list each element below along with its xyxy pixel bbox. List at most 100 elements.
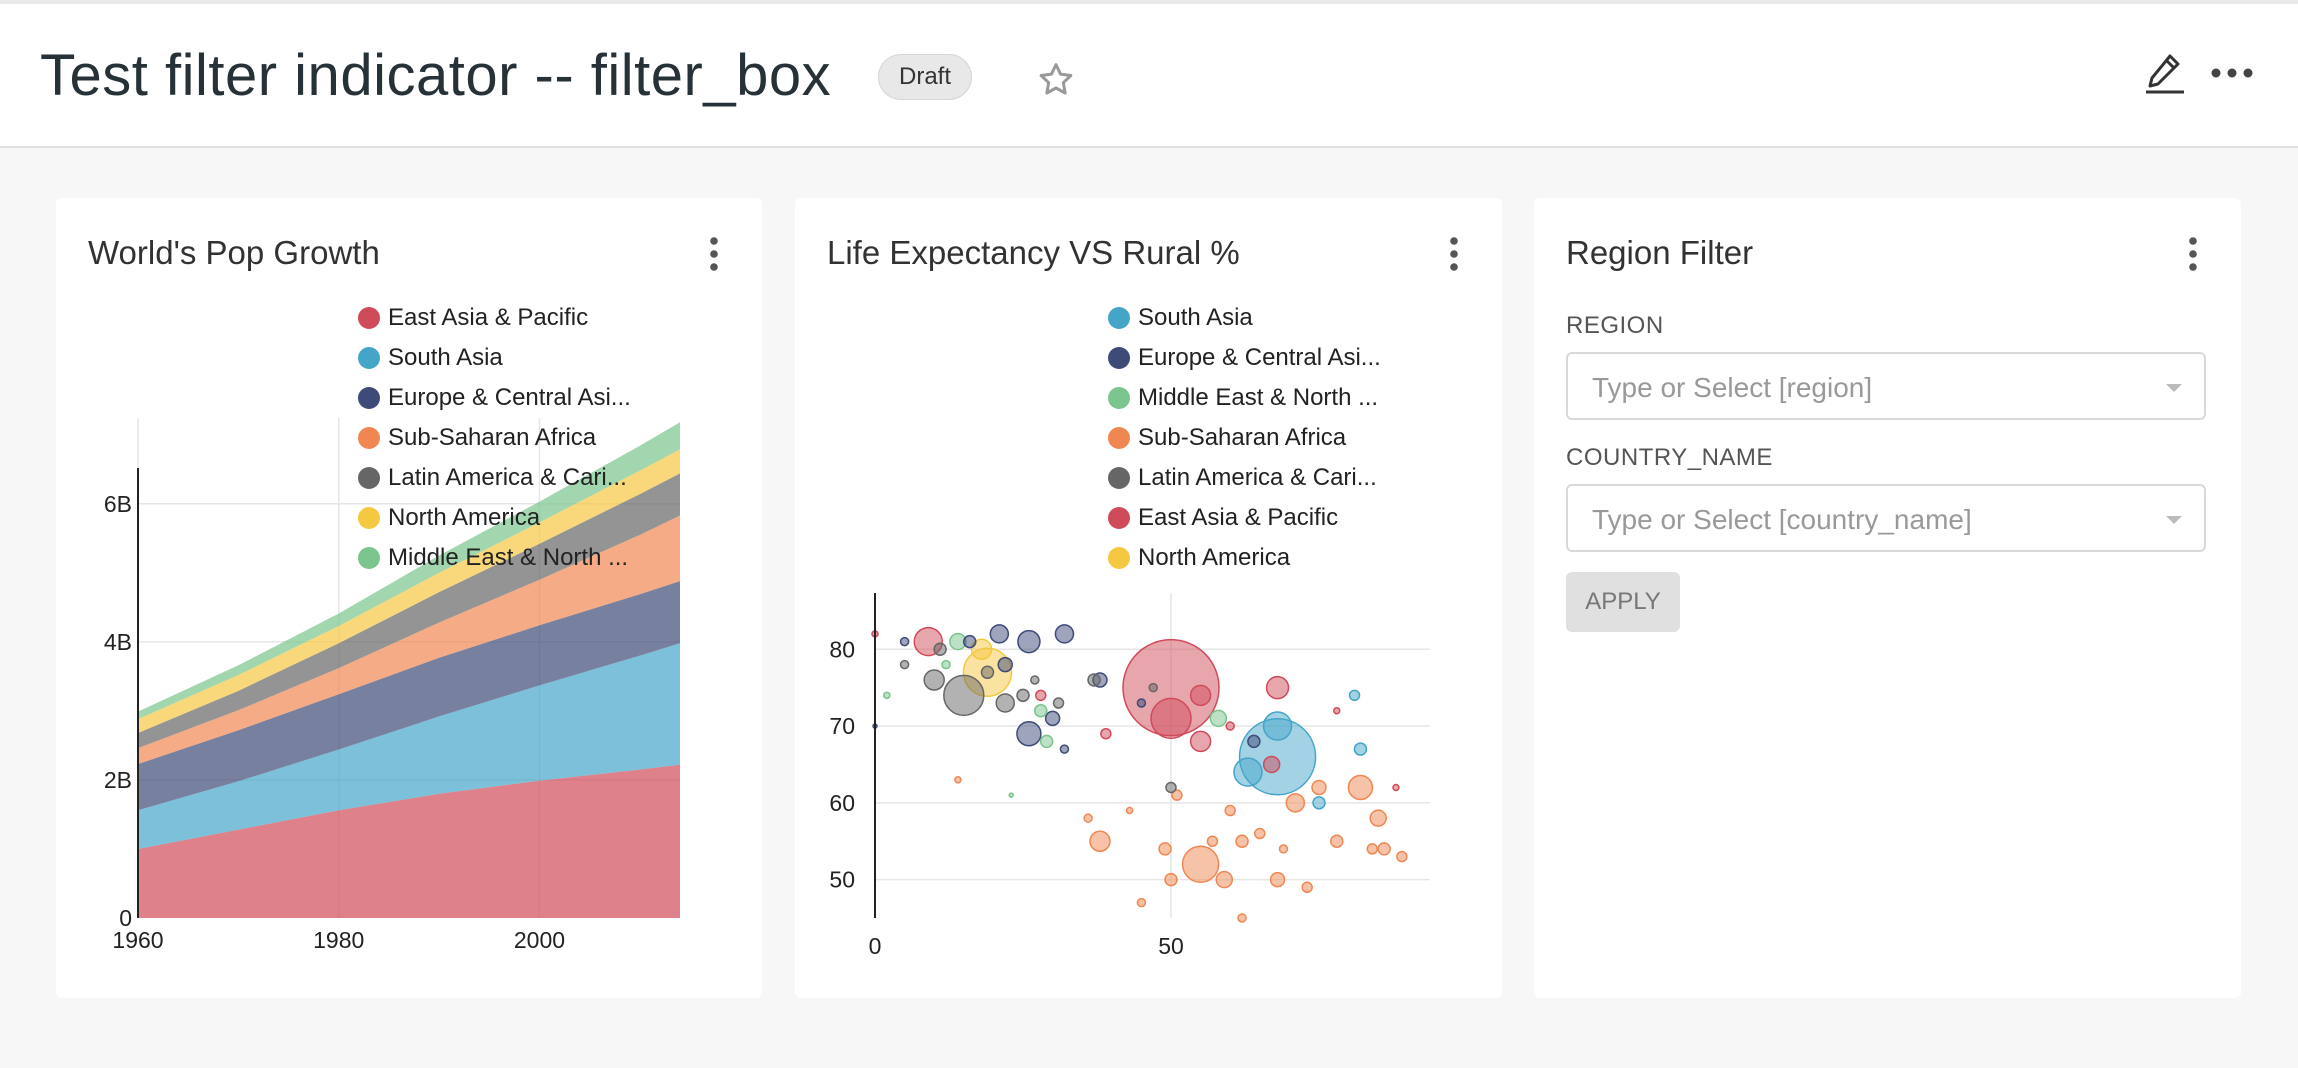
chevron-down-icon[interactable] [2166, 384, 2182, 392]
area-legend-item[interactable]: South Asia [358, 338, 631, 378]
bubble-middle-east-north-africa [1209, 709, 1228, 728]
legend-dot [358, 467, 380, 489]
bubble-sub-saharan-africa [1215, 870, 1234, 889]
y-tick-label: 70 [829, 713, 855, 739]
bubble-legend-item[interactable]: South Asia [1108, 298, 1381, 338]
bubble-legend: South Asia Europe & Central Asi... Middle … [1108, 298, 1381, 578]
bubble-north-america [970, 638, 993, 661]
bubble-east-asia-pacific [1333, 706, 1341, 715]
y-tick-label: 4B [104, 629, 132, 655]
area-legend-item[interactable]: East Asia & Pacific [358, 298, 631, 338]
bubble-europe-central-asia [1247, 734, 1261, 749]
bubble-europe-central-asia [989, 624, 1010, 644]
bubble-europe-central-asia [997, 656, 1013, 673]
legend-dot [358, 427, 380, 449]
legend-dot [358, 347, 380, 369]
country-name-select[interactable]: Type or Select [country_name] [1566, 484, 2206, 552]
bubble-legend-item[interactable]: Middle East & North ... [1108, 378, 1381, 418]
legend-dot [1108, 387, 1130, 409]
x-tick-label: 50 [1158, 933, 1184, 959]
bubble-middle-east-north-africa [1034, 703, 1048, 718]
bubble-sub-saharan-africa [1311, 779, 1327, 796]
bubble-latin-america-caribbean [980, 665, 995, 680]
more-vertical-icon[interactable] [1444, 234, 1464, 274]
bubble-sub-saharan-africa [1125, 806, 1134, 815]
y-tick-label: 50 [829, 867, 855, 893]
star-icon[interactable] [1036, 60, 1076, 100]
bubble-east-asia-pacific [1035, 689, 1047, 702]
more-horizontal-icon[interactable] [2210, 60, 2254, 86]
region-placeholder: Type or Select [region] [1592, 372, 1873, 403]
bubble-legend-item[interactable]: Latin America & Cari... [1108, 458, 1381, 498]
top-border [0, 0, 2298, 4]
area-legend-item[interactable]: Sub-Saharan Africa [358, 418, 631, 458]
y-tick-label: 0 [119, 905, 132, 931]
bubble-sub-saharan-africa [1285, 793, 1306, 813]
legend-dot [358, 507, 380, 529]
legend-dot [1108, 547, 1130, 569]
bubble-sub-saharan-africa [1089, 830, 1111, 852]
bubble-middle-east-north-africa [1039, 734, 1054, 749]
pop-growth-card: World's Pop Growth 0 2B 4B 6B 1960 1980 2000 E… [56, 198, 762, 998]
region-filter-title: Region Filter [1566, 234, 1754, 271]
bubble-sub-saharan-africa [1330, 834, 1344, 848]
bubble-latin-america-caribbean [899, 659, 910, 670]
bubble-south-asia [1348, 689, 1361, 702]
bubble-sub-saharan-africa [1224, 804, 1236, 817]
bubble-latin-america-caribbean [923, 669, 945, 691]
more-vertical-icon[interactable] [2183, 234, 2203, 274]
legend-dot [1108, 467, 1130, 489]
draft-badge[interactable]: Draft [878, 54, 973, 100]
bubble-sub-saharan-africa [1269, 871, 1286, 888]
chevron-down-icon[interactable] [2166, 516, 2182, 524]
area-legend-item[interactable]: Latin America & Cari... [358, 458, 631, 498]
bubble-east-asia-pacific [1262, 755, 1281, 774]
bubble-legend-item[interactable]: North America [1108, 538, 1381, 578]
apply-button[interactable]: APPLY [1566, 572, 1680, 632]
area-legend-item[interactable]: North America [358, 498, 631, 538]
dashboard-title[interactable]: Test filter indicator -- filter_box [40, 43, 832, 108]
more-vertical-icon[interactable] [704, 234, 724, 274]
bubble-east-asia-pacific [1100, 727, 1112, 740]
area-chart: 0 2B 4B 6B 1960 1980 2000 [104, 418, 680, 953]
bubble-east-asia-pacific [1189, 730, 1212, 753]
area-middle-east-north-africa [138, 422, 680, 720]
bubble-europe-central-asia [899, 636, 910, 647]
y-tick-label: 6B [104, 491, 132, 517]
bubble-east-asia-pacific [1189, 684, 1212, 707]
bubble-chart: 50 60 70 80 0 50 [829, 593, 1430, 959]
legend-label: Latin America & Cari... [388, 464, 627, 491]
y-tick-label: 2B [104, 767, 132, 793]
bubble-legend-item[interactable]: East Asia & Pacific [1108, 498, 1381, 538]
bubble-europe-central-asia [1136, 698, 1147, 708]
bubble-legend-item[interactable]: Europe & Central Asi... [1108, 338, 1381, 378]
y-tick-label: 80 [829, 636, 855, 662]
x-tick-label: 2000 [514, 927, 565, 953]
area-east-asia-pacific [138, 764, 680, 918]
bubble-sub-saharan-africa [1136, 897, 1147, 908]
bubble-middle-east-north-africa [883, 691, 891, 700]
area-legend: East Asia & Pacific South Asia Europe & Ce… [358, 298, 631, 578]
bubble-legend-item[interactable]: Sub-Saharan Africa [1108, 418, 1381, 458]
legend-label: East Asia & Pacific [1138, 504, 1339, 531]
bubble-sub-saharan-africa [1083, 813, 1093, 823]
legend-dot [1108, 427, 1130, 449]
bubble-latin-america-caribbean [1030, 675, 1040, 685]
bubble-middle-east-north-africa [1008, 792, 1014, 798]
bubble-sub-saharan-africa [1278, 844, 1289, 854]
life-expectancy-card: Life Expectancy VS Rural % 50 60 70 80 0 50 S… [795, 198, 1502, 998]
bubble-east-asia-pacific [1150, 697, 1192, 740]
legend-label: Middle East & North ... [1138, 384, 1379, 411]
x-tick-label: 0 [869, 933, 882, 959]
edit-pencil-icon[interactable] [2140, 48, 2190, 98]
area-legend-item[interactable]: Europe & Central Asi... [358, 378, 631, 418]
bubble-europe-central-asia [1059, 744, 1070, 754]
bubble-south-asia [1353, 742, 1368, 756]
area-legend-item[interactable]: Middle East & North ... [358, 538, 631, 578]
bubble-east-asia-pacific [1265, 675, 1290, 700]
region-filter-card: Region Filter REGION Type or Select [reg… [1534, 198, 2241, 998]
y-tick-label: 60 [829, 790, 855, 816]
region-select[interactable]: Type or Select [region] [1566, 352, 2206, 420]
bubble-sub-saharan-africa [954, 776, 962, 784]
bubble-south-asia [1262, 711, 1293, 741]
